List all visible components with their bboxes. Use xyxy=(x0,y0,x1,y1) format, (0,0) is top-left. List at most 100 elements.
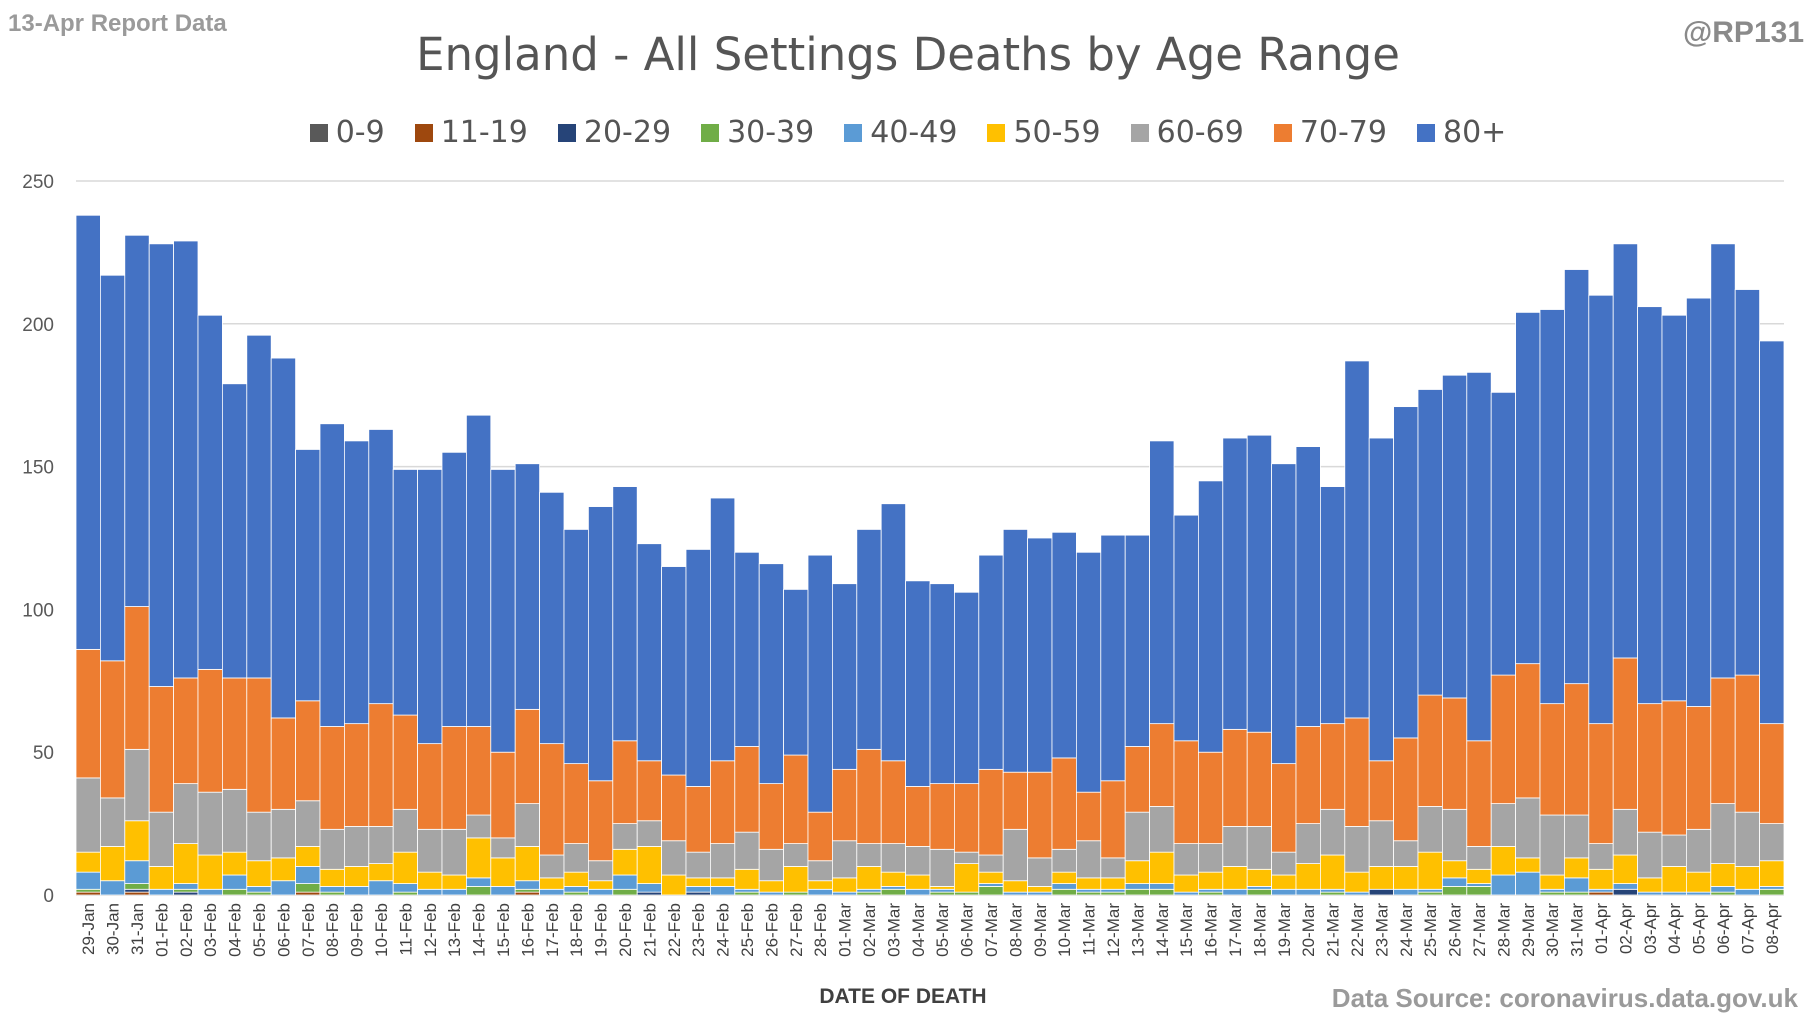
bar-segment-50-59 xyxy=(221,851,248,876)
bar-segment-70-79 xyxy=(295,700,321,802)
bar-segment-70-79 xyxy=(563,763,589,844)
bar-segment-50-59 xyxy=(783,866,809,893)
legend-label: 0-9 xyxy=(335,115,385,150)
legend-item-30-39: 30-39 xyxy=(701,115,814,150)
bar-segment-70-79 xyxy=(1564,683,1590,816)
bar-segment-30-39 xyxy=(954,891,980,896)
bar-segment-80+ xyxy=(539,491,565,745)
x-tick-label: 11-Feb xyxy=(396,903,415,956)
bar-segment-70-79 xyxy=(465,726,492,816)
bar-segment-50-59 xyxy=(1320,854,1346,890)
bar-segment-50-59 xyxy=(173,843,199,884)
bar-segment-40-49 xyxy=(1320,888,1346,893)
legend-label: 60-69 xyxy=(1156,115,1244,150)
x-tick-label: 01-Feb xyxy=(152,903,171,957)
bar-segment-80+ xyxy=(1710,243,1736,679)
x-tick-label: 01-Apr xyxy=(1592,903,1611,954)
x-tick-label: 18-Mar xyxy=(1250,903,1269,957)
bar-segment-50-59 xyxy=(392,851,419,884)
bar-segment-50-59 xyxy=(270,857,297,882)
y-tick-label: 200 xyxy=(22,315,54,336)
bar-segment-50-59 xyxy=(856,866,882,890)
y-tick-label: 150 xyxy=(22,458,54,479)
x-tick-label: 08-Feb xyxy=(323,903,342,957)
bar-segment-40-49 xyxy=(539,888,565,896)
x-tick-label: 16-Feb xyxy=(518,903,537,957)
bar-segment-30-39 xyxy=(1466,886,1492,896)
bar-segment-70-79 xyxy=(1393,737,1419,842)
bar-segment-40-49 xyxy=(1637,891,1663,896)
bar-segment-60-69 xyxy=(148,811,174,867)
bar-segment-70-79 xyxy=(319,726,345,830)
x-tick-label: 24-Feb xyxy=(714,903,733,957)
bar-segment-70-79 xyxy=(1076,791,1102,842)
legend-item-70-79: 70-79 xyxy=(1273,115,1387,150)
x-tick-label: 07-Apr xyxy=(1738,903,1757,954)
bar-segment-40-49 xyxy=(514,880,541,890)
bar-segment-70-79 xyxy=(100,660,126,799)
bar-segment-60-69 xyxy=(905,846,931,876)
x-tick-label: 02-Apr xyxy=(1616,903,1635,954)
bar-segment-80+ xyxy=(319,423,345,727)
bar-segment-80+ xyxy=(758,563,785,785)
bar-segment-60-69 xyxy=(978,854,1004,873)
bar-segment-50-59 xyxy=(612,848,638,876)
y-tick-label: 250 xyxy=(22,172,54,193)
bar-segment-30-39 xyxy=(734,891,760,896)
bar-segment-70-79 xyxy=(392,714,419,810)
bar-segment-70-79 xyxy=(1173,740,1199,844)
bar-segment-50-59 xyxy=(1686,871,1712,893)
x-tick-label: 14-Feb xyxy=(470,903,489,957)
bar-segment-50-59 xyxy=(417,871,443,890)
x-tick-label: 23-Mar xyxy=(1372,903,1391,957)
bar-segment-40-49 xyxy=(1686,891,1712,896)
bar-segment-80+ xyxy=(1344,360,1370,719)
bar-segment-80+ xyxy=(1051,531,1077,759)
bar-segment-50-59 xyxy=(758,880,785,893)
bar-segment-50-59 xyxy=(1027,886,1053,893)
bar-segment-40-49 xyxy=(197,888,223,896)
bar-segment-30-39 xyxy=(173,888,199,893)
bar-segment-70-79 xyxy=(954,783,980,853)
bar-segment-60-69 xyxy=(1637,831,1663,879)
bar-segment-40-49 xyxy=(1027,891,1053,896)
bar-segment-70-79 xyxy=(1100,780,1126,859)
bar-segment-70-79 xyxy=(1661,700,1687,836)
bar-segment-50-59 xyxy=(124,820,150,862)
bar-segment-30-39 xyxy=(563,891,589,896)
bar-segment-30-39 xyxy=(246,891,272,896)
bar-segment-70-79 xyxy=(588,780,614,862)
bar-segment-50-59 xyxy=(1661,866,1687,893)
bar-segment-80+ xyxy=(1588,294,1614,725)
bar-segment-20-29 xyxy=(173,891,199,896)
bar-segment-60-69 xyxy=(343,826,370,867)
bar-segment-80+ xyxy=(1295,446,1321,727)
x-tick-label: 01-Mar xyxy=(836,903,855,957)
x-tick-label: 18-Feb xyxy=(567,903,586,957)
bar-segment-30-39 xyxy=(75,888,101,893)
bar-segment-40-49 xyxy=(173,883,199,890)
bar-segment-50-59 xyxy=(710,877,736,887)
x-tick-label: 24-Mar xyxy=(1397,903,1416,957)
bar-segment-60-69 xyxy=(197,791,223,856)
bar-segment-80+ xyxy=(1368,437,1394,762)
x-tick-label: 05-Feb xyxy=(250,903,269,957)
bar-segment-60-69 xyxy=(783,843,809,867)
bar-segment-70-79 xyxy=(710,760,736,844)
x-tick-label: 04-Apr xyxy=(1665,903,1684,954)
bar-segment-50-59 xyxy=(1173,874,1199,893)
bar-segment-80+ xyxy=(295,449,321,702)
x-tick-label: 21-Mar xyxy=(1324,903,1343,957)
bar-segment-80+ xyxy=(1149,440,1175,725)
bar-segment-50-59 xyxy=(1539,874,1565,890)
legend-item-40-49: 40-49 xyxy=(844,115,957,150)
bar-segment-80+ xyxy=(783,589,809,756)
x-tick-label: 28-Feb xyxy=(811,903,830,957)
bar-segment-80+ xyxy=(490,469,516,753)
bar-segment-60-69 xyxy=(1271,851,1297,876)
bar-segment-30-39 xyxy=(1076,891,1102,896)
bar-segment-40-49 xyxy=(734,888,760,893)
bar-segment-40-49 xyxy=(368,880,394,896)
bar-segment-50-59 xyxy=(563,871,589,887)
bar-segment-80+ xyxy=(1759,340,1785,725)
